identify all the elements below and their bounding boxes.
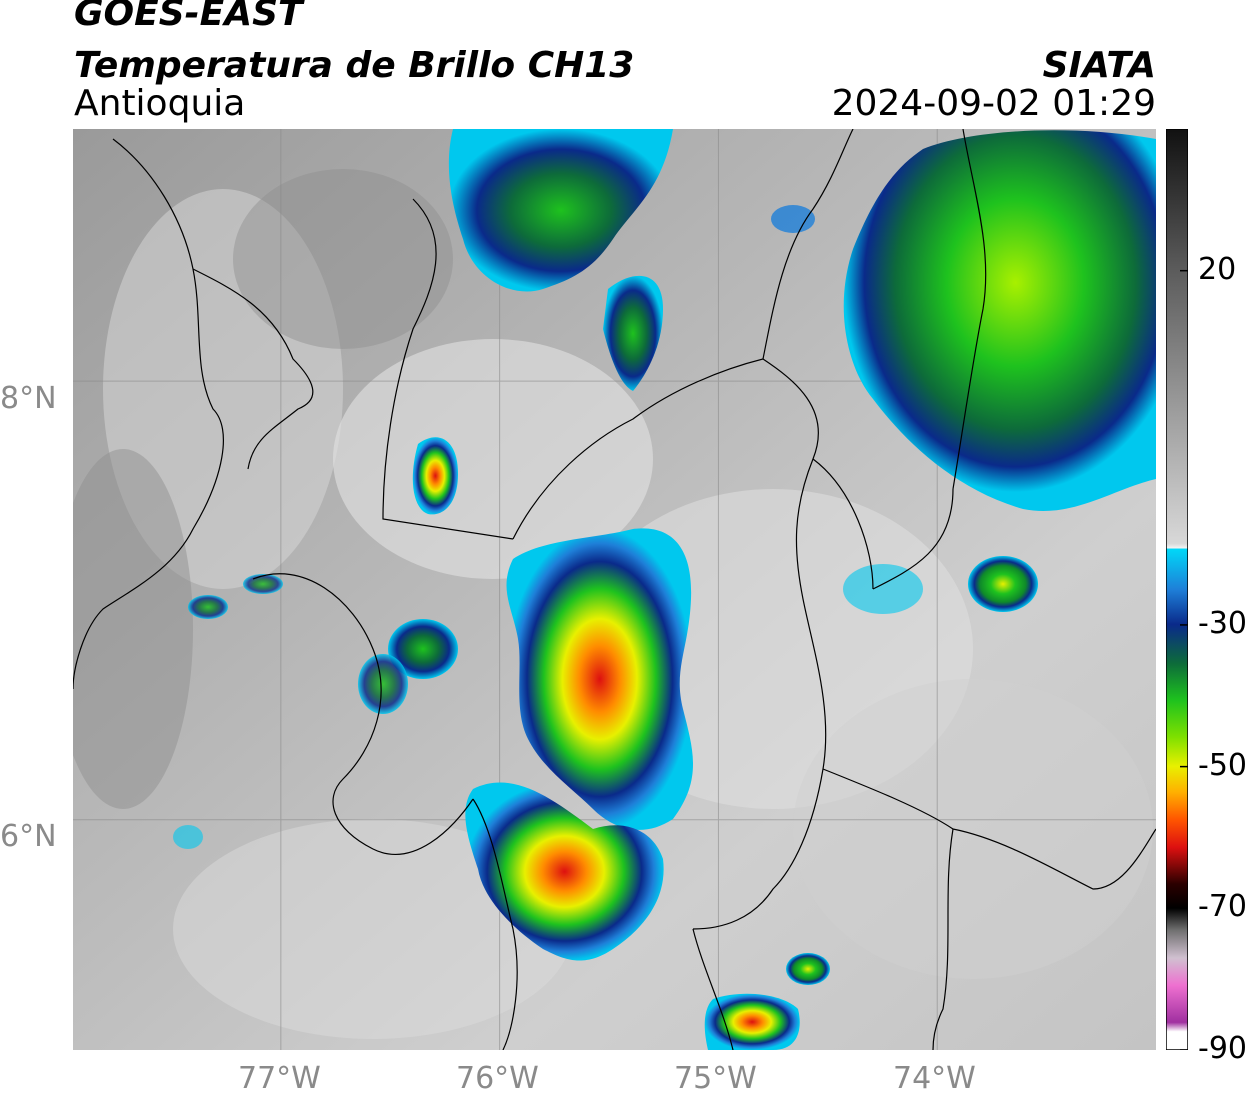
lon-label-76w: 76°W: [456, 1061, 539, 1096]
storm-cell-small-4: [968, 556, 1038, 612]
boundaries: [73, 129, 1156, 1050]
lat-label-6n: 6°N: [0, 819, 57, 854]
title-satellite: GOES-EAST: [74, 0, 303, 34]
storm-cell-small-5: [188, 595, 228, 619]
storm-cell-northeast-large: [843, 130, 1156, 512]
lon-label-77w: 77°W: [238, 1061, 321, 1096]
storm-cell-north: [448, 129, 673, 292]
subtitle-region: Antioquia: [74, 83, 246, 124]
colorbar-label-4: -90: [1198, 1031, 1247, 1066]
lon-label-75w: 75°W: [674, 1061, 757, 1096]
colorbar-label-3: -70: [1198, 889, 1247, 925]
satellite-map: [73, 129, 1156, 1050]
lat-label-8n: 8°N: [0, 381, 57, 416]
lon-label-74w: 74°W: [893, 1061, 976, 1096]
source-label: SIATA: [1042, 45, 1156, 86]
colorbar: [1166, 129, 1188, 1050]
storm-cell-small-9: [173, 825, 203, 849]
colorbar-label-2: -50: [1198, 747, 1247, 783]
colorbar-label-0: 20: [1198, 251, 1237, 287]
storm-cells: [173, 129, 1156, 1050]
storm-cell-south: [465, 782, 664, 961]
storm-cell-small-2: [388, 619, 458, 679]
storm-cell-small-8: [843, 564, 923, 614]
storm-cell-southeast: [704, 993, 800, 1050]
storm-cell-small-6: [243, 574, 283, 594]
storm-cell-north-finger: [603, 275, 663, 391]
title-product: Temperatura de Brillo CH13: [74, 45, 635, 86]
storm-cell-small-7: [771, 205, 815, 233]
datetime-label: 2024-09-02 01:29: [831, 83, 1156, 124]
storm-cell-urab: [412, 437, 458, 515]
colorbar-label-1: -30: [1198, 605, 1247, 641]
storm-cell-small-3: [358, 654, 408, 714]
storm-cell-central: [506, 528, 693, 830]
storm-cell-small-1: [786, 953, 830, 985]
